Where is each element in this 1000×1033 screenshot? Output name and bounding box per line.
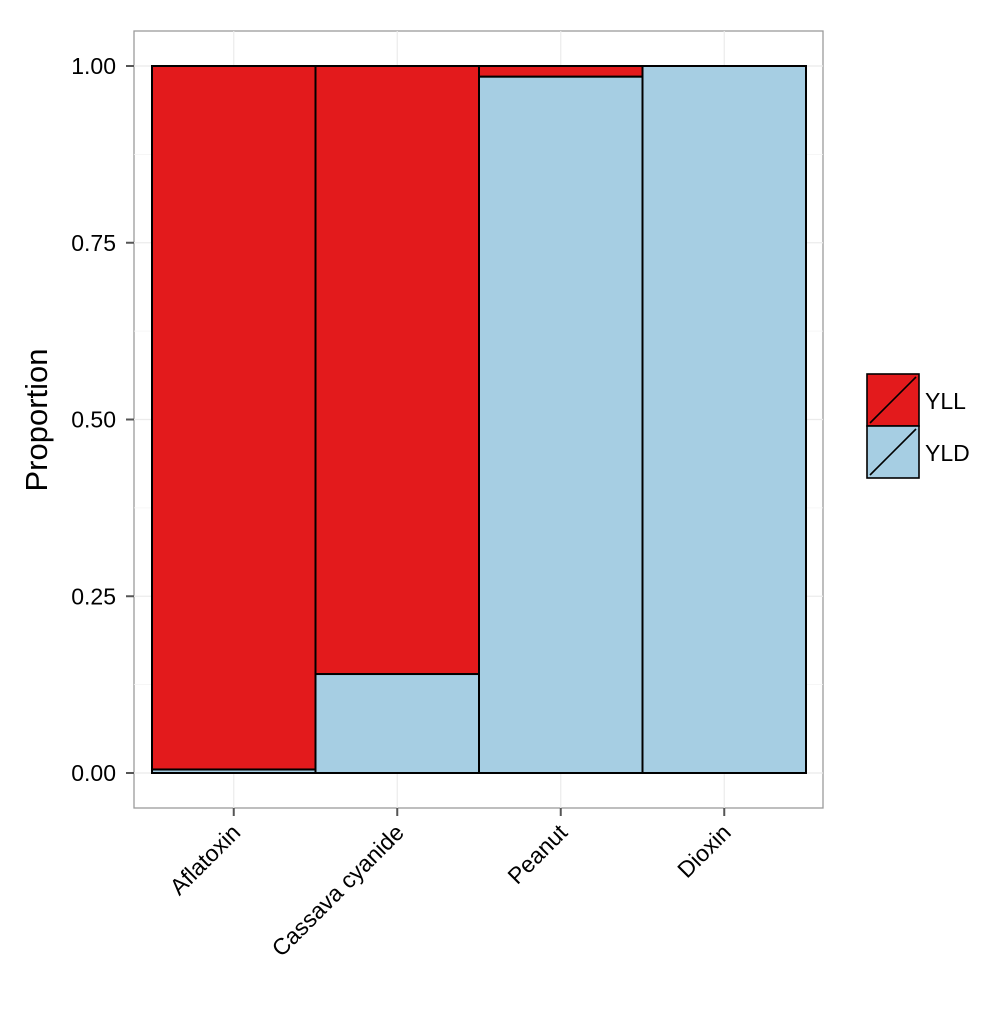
bar-segment-yll xyxy=(151,65,317,771)
axis-ticks xyxy=(126,65,726,816)
y-tick-labels: 0.00 0.25 0.50 0.75 1.00 xyxy=(71,53,116,786)
legend-key-slash xyxy=(869,376,917,424)
bar-segment-yld xyxy=(478,75,644,775)
y-tick-label: 0.00 xyxy=(71,760,116,786)
legend-label-yll: YLL xyxy=(925,388,966,414)
x-tick-label: Dioxin xyxy=(672,819,736,883)
legend: YLL YLD xyxy=(866,373,970,479)
bar-segment-yll xyxy=(478,65,644,78)
y-tick-label: 0.75 xyxy=(71,230,116,256)
y-tick-label: 0.25 xyxy=(71,583,116,609)
bars xyxy=(151,65,807,775)
legend-label-yld: YLD xyxy=(925,440,970,466)
y-tick-label: 1.00 xyxy=(71,53,116,79)
x-tick-label: Aflatoxin xyxy=(165,819,246,900)
legend-key-slash xyxy=(869,428,917,476)
x-tick-labels: Aflatoxin Cassava cyanide Peanut Dioxin xyxy=(165,819,736,962)
bar-segment-yld xyxy=(641,65,807,774)
x-tick-label: Cassava cyanide xyxy=(267,819,409,961)
bar-segment-yld xyxy=(314,673,480,775)
x-tick-label: Peanut xyxy=(502,819,572,889)
y-axis-title: Proportion xyxy=(19,348,54,491)
bar-segment-yll xyxy=(314,65,480,676)
y-tick-label: 0.50 xyxy=(71,407,116,433)
